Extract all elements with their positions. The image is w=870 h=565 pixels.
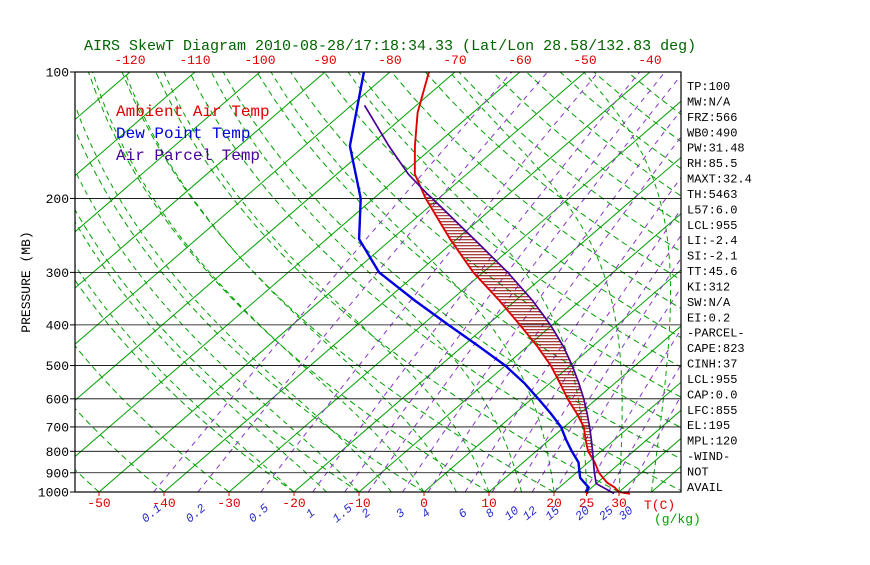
stats-line: WB0:490 [687, 126, 737, 140]
top-temp-tick-label: -90 [313, 53, 336, 68]
stats-line: LCL:955 [687, 373, 737, 387]
mixing-ratio-line [261, 72, 598, 492]
stats-line: TH:5463 [687, 188, 737, 202]
temp-axis-unit-label: T(C) [644, 498, 675, 513]
isotherm-line [489, 72, 870, 492]
isotherm-line [652, 72, 870, 492]
stats-line: EL:195 [687, 419, 730, 433]
legend-entry-dew-point-temp: Dew Point Temp [116, 125, 250, 143]
mixing-ratio-unit-label: (g/kg) [654, 512, 701, 527]
top-temp-tick-label: -110 [179, 53, 210, 68]
top-temp-tick-label: -100 [244, 53, 275, 68]
mixing-ratio-line [514, 72, 798, 492]
pressure-tick-label: 1000 [38, 486, 69, 501]
stats-line: FRZ:566 [687, 111, 737, 125]
mixing-ratio-line [608, 72, 870, 492]
stats-line: MAXT:32.4 [687, 173, 752, 187]
bottom-temp-tick-label: -20 [282, 496, 305, 511]
pressure-tick-label: 600 [46, 392, 69, 407]
isotherm-line [619, 72, 870, 492]
pressure-tick-label: 400 [46, 318, 69, 333]
moist-adiabat-line [450, 72, 622, 492]
stats-line: CAP:0.0 [687, 388, 737, 402]
stats-line: L57:6.0 [687, 203, 737, 217]
stats-line: PW:31.48 [687, 142, 745, 156]
mixing-ratio-line [628, 72, 870, 492]
top-temp-tick-label: -50 [573, 53, 596, 68]
stats-line: SI:-2.1 [687, 250, 737, 264]
chart-title: AIRS SkewT Diagram 2010-08-28/17:18:34.3… [84, 38, 696, 55]
stats-line: TT:45.6 [687, 265, 737, 279]
stats-line: LFC:855 [687, 404, 737, 418]
pressure-tick-label: 700 [46, 420, 69, 435]
stats-line: EI:0.2 [687, 311, 730, 325]
stats-line: AVAIL [687, 481, 723, 495]
top-temp-tick-label: -70 [443, 53, 466, 68]
top-temp-tick-label: -120 [114, 53, 145, 68]
top-temp-tick-label: -60 [508, 53, 531, 68]
mixing-ratio-label: 12 [520, 504, 540, 524]
dry-adiabat-line [291, 72, 870, 492]
legend-entry-air-parcel-temp: Air Parcel Temp [116, 147, 260, 165]
isotherm-line [34, 72, 520, 492]
stats-line: RH:85.5 [687, 157, 737, 171]
mixing-ratio-line [492, 72, 780, 492]
mixing-ratio-label: 3 [393, 506, 408, 521]
mixing-ratio-label: 6 [456, 506, 471, 521]
stats-line: MW:N/A [687, 95, 731, 109]
legend: Ambient Air Temp Dew Point Temp Air Parcel… [116, 103, 270, 165]
stats-line: LI:-2.4 [687, 234, 737, 248]
legend-entry-ambient-air-temp: Ambient Air Temp [116, 103, 270, 121]
mixing-ratio-label: 2 [359, 506, 374, 521]
bottom-temp-tick-label: -30 [217, 496, 240, 511]
moist-adiabat-line [348, 72, 587, 492]
mixing-ratio-label: 4 [419, 506, 434, 521]
isotherm-line [359, 72, 845, 492]
stats-line: CINH:37 [687, 358, 737, 372]
stats-line: SW:N/A [687, 296, 731, 310]
pressure-tick-label: 900 [46, 466, 69, 481]
stats-line: LCL:955 [687, 219, 737, 233]
pressure-axis-title: PRESSURE (MB) [19, 231, 34, 332]
pressure-tick-label: 500 [46, 359, 69, 374]
mixing-ratio-label: 1 [303, 506, 318, 521]
top-temp-tick-label: -40 [638, 53, 661, 68]
pressure-tick-label: 100 [46, 66, 69, 81]
pressure-tick-label: 300 [46, 266, 69, 281]
stats-line: KI:312 [687, 280, 730, 294]
dry-adiabat-line [459, 72, 870, 492]
pressure-tick-label: 200 [46, 192, 69, 207]
stats-line: NOT [687, 466, 709, 480]
mixing-ratio-label: 0.2 [183, 501, 209, 526]
stats-line: MPL:120 [687, 435, 737, 449]
stats-line: CAPE:823 [687, 342, 745, 356]
mixing-ratio-label: 0.5 [246, 501, 272, 526]
bottom-temp-tick-label: -50 [87, 496, 110, 511]
pressure-tick-label: 800 [46, 445, 69, 460]
dry-adiabat-line [358, 72, 870, 492]
stats-line: -PARCEL- [687, 327, 745, 341]
stats-line: TP:100 [687, 80, 730, 94]
stats-line: -WIND- [687, 450, 730, 464]
dry-adiabat-line [190, 72, 685, 492]
mixing-ratio-line [428, 72, 731, 492]
mixing-ratio-label: 10 [502, 504, 522, 524]
top-temp-tick-label: -80 [378, 53, 401, 68]
dry-adiabat-line [628, 72, 870, 492]
